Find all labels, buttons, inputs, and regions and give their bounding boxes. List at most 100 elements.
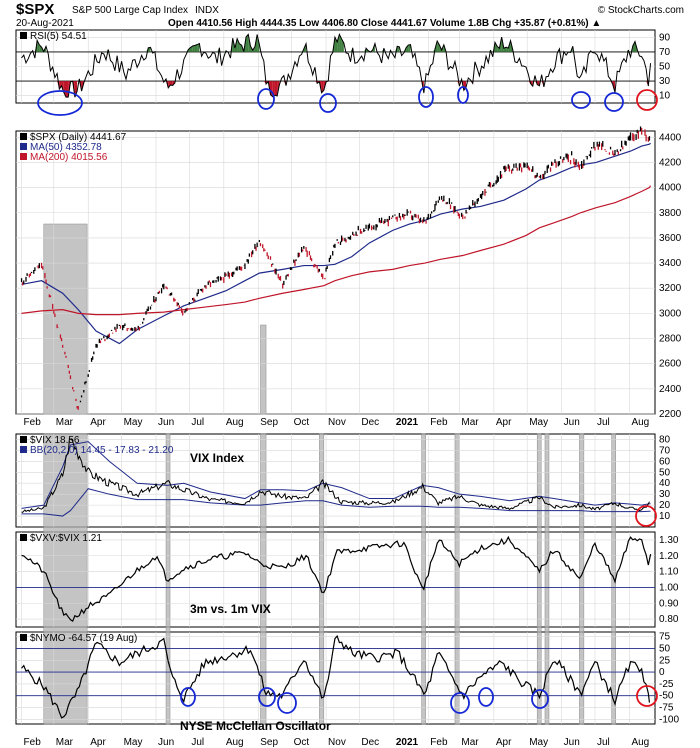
x-tick-label: Nov <box>328 737 346 748</box>
x-tick-label: Aug <box>631 737 649 748</box>
blue-circle-marker <box>319 93 337 113</box>
y-tick-label: 3800 <box>659 208 682 219</box>
series-layer <box>20 33 652 719</box>
x-tick-label: Nov <box>328 417 346 428</box>
blue-circle-marker <box>277 692 297 714</box>
quote-line: Open 4410.56 High 4444.35 Low 4406.80 Cl… <box>168 18 601 29</box>
legend-entry: RSI(5) 54.51 <box>30 31 87 42</box>
y-tick-label: 3400 <box>659 258 682 269</box>
x-tick-label: Sep <box>260 737 278 748</box>
nymo-annotation: NYSE McClellan Oscillator <box>180 719 331 733</box>
x-tick-label: Apr <box>90 737 106 748</box>
x-tick-label: May <box>529 417 548 428</box>
rsi-overbought-fill <box>197 43 200 52</box>
blue-circle-marker <box>457 86 469 104</box>
rsi-overbought-fill <box>37 40 40 52</box>
y-tick-label: 0.90 <box>659 598 679 609</box>
x-tick-label: Mar <box>56 417 74 428</box>
legend-swatch <box>20 143 27 150</box>
legend-swatch <box>20 133 27 140</box>
ma200-line <box>21 185 652 316</box>
y-tick-label: 70 <box>659 47 671 58</box>
y-tick-label: 90 <box>659 32 671 43</box>
rsi-overbought-fill <box>632 41 635 52</box>
vix-line <box>21 438 650 513</box>
blue-circle-marker <box>450 692 470 714</box>
legend-swatch <box>20 446 27 453</box>
panel-frame-4 <box>15 631 656 725</box>
rsi-overbought-fill <box>408 44 411 52</box>
x-tick-label: Jun <box>158 417 174 428</box>
rsi-oversold-fill <box>170 81 173 86</box>
highlight-band <box>544 433 550 725</box>
y-tick-label: 1.30 <box>659 535 679 546</box>
y-tick-label: 3000 <box>659 308 682 319</box>
rsi-overbought-fill <box>194 44 198 52</box>
x-tick-label: Mar <box>461 417 479 428</box>
highlight-band <box>43 433 88 725</box>
rsi-overbought-fill <box>148 47 151 52</box>
x-tick-label: May <box>124 737 143 748</box>
x-tick-label: Feb <box>430 737 448 748</box>
y-tick-label: 30 <box>659 76 671 87</box>
highlight-band <box>536 433 542 725</box>
y-tick-label: 0.80 <box>659 614 679 625</box>
x-tick-label: May <box>529 737 548 748</box>
y-tick-label: 2200 <box>659 409 682 420</box>
panel-frame-1 <box>15 130 656 415</box>
symbol-title: $SPX <box>16 1 54 18</box>
legend-swatch <box>20 32 27 39</box>
legend-swatch <box>20 634 27 641</box>
y-tick-label: 25 <box>659 655 671 666</box>
rsi-overbought-fill <box>437 41 440 52</box>
highlight-bands <box>43 223 616 725</box>
y-tick-label: 50 <box>659 467 671 478</box>
legend-entry: MA(50) 4352.78 <box>30 142 102 153</box>
rsi-oversold-fill <box>274 81 278 96</box>
watermark: © StockCharts.com <box>598 5 684 16</box>
y-tick-label: -25 <box>659 679 674 690</box>
x-tick-label: Apr <box>90 417 106 428</box>
x-tick-label: Apr <box>496 417 512 428</box>
y-tick-label: 4400 <box>659 132 682 143</box>
x-tick-label: Feb <box>430 417 448 428</box>
x-tick-label: Oct <box>294 417 310 428</box>
y-tick-label: 10 <box>659 91 671 102</box>
blue-circle-marker <box>258 687 276 707</box>
exchange-label: INDX <box>195 5 219 16</box>
rsi-overbought-fill <box>494 42 498 52</box>
y-tick-label: 4000 <box>659 183 682 194</box>
ma50-line <box>21 142 651 345</box>
blue-circle-marker <box>478 687 494 707</box>
red-circle-marker <box>635 505 657 527</box>
y-tick-label: 60 <box>659 456 671 467</box>
y-tick-label: 3200 <box>659 283 682 294</box>
legend-entry: $VXV:$VIX 1.21 <box>30 533 102 544</box>
rsi-oversold-fill <box>66 81 69 98</box>
highlight-band <box>260 433 267 725</box>
highlight-band <box>579 433 585 725</box>
x-tick-label: 2021 <box>396 417 419 428</box>
x-tick-label: Feb <box>24 737 42 748</box>
x-tick-label: Jun <box>564 417 580 428</box>
y-tick-label: 10 <box>659 511 671 522</box>
x-tick-label: Dec <box>361 417 379 428</box>
rsi-overbought-fill <box>246 34 249 52</box>
x-tick-label: May <box>124 417 143 428</box>
red-circle-marker <box>636 685 658 707</box>
legend-entry: BB(20,2.0) 14.45 - 17.83 - 21.20 <box>30 445 174 456</box>
legend-swatch <box>20 153 27 160</box>
y-tick-label: 50 <box>659 644 671 655</box>
x-tick-label: Jul <box>191 737 204 748</box>
highlight-band <box>454 433 460 725</box>
y-tick-label: 30 <box>659 489 671 500</box>
x-tick-label: Oct <box>294 737 310 748</box>
legend-swatch <box>20 436 27 443</box>
x-tick-label: Apr <box>496 737 512 748</box>
y-tick-label: 1.20 <box>659 551 679 562</box>
highlight-band <box>43 223 88 415</box>
panel-frame-3 <box>15 531 656 628</box>
x-tick-label: Jun <box>158 737 174 748</box>
